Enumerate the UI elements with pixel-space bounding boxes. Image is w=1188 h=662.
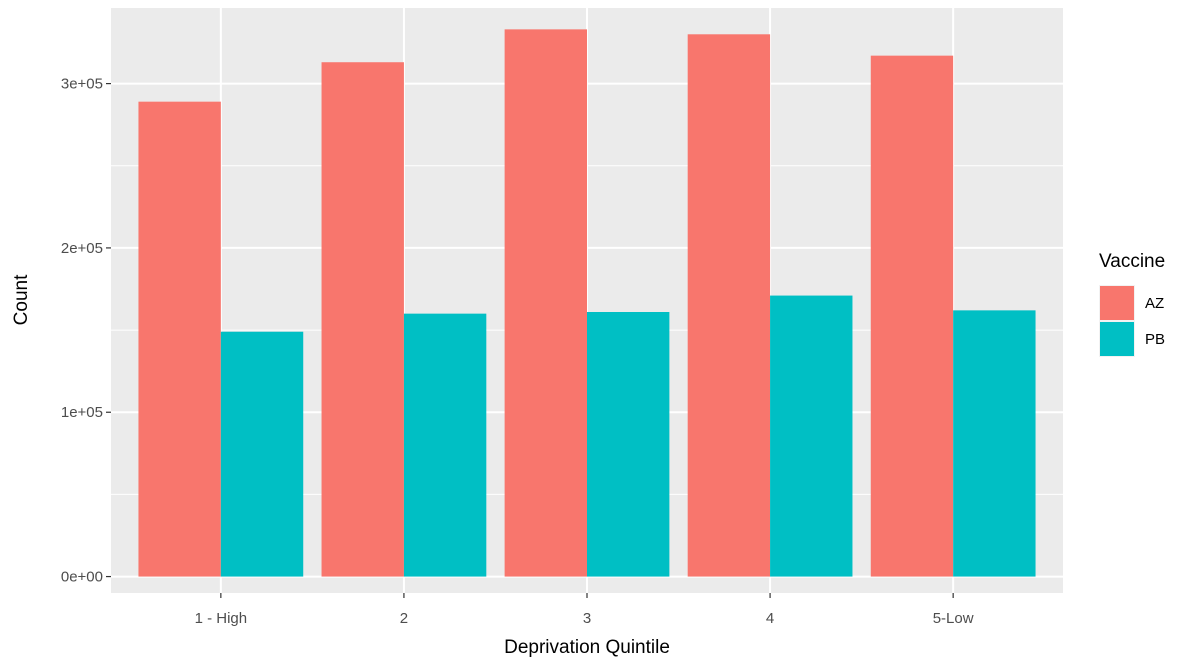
bar-pb [587, 312, 670, 577]
bar-pb [770, 295, 853, 577]
bars [138, 29, 1036, 577]
legend-swatch-az [1100, 286, 1134, 320]
y-axis: 0e+00 1e+05 2e+05 3e+05 [61, 76, 111, 586]
x-tick-label: 1 - High [195, 610, 248, 627]
x-tick-label: 3 [583, 610, 591, 627]
bar-az [870, 55, 954, 577]
y-tick-label: 2e+05 [61, 240, 103, 257]
y-tick-label: 0e+00 [61, 569, 103, 586]
y-tick-label: 1e+05 [61, 404, 103, 421]
x-axis: 1 - High 2 3 4 5-Low [195, 593, 974, 627]
x-tick-label: 4 [766, 610, 774, 627]
bar-az [321, 62, 404, 577]
legend-label-az: AZ [1145, 295, 1164, 312]
bar-pb [220, 331, 304, 577]
legend: Vaccine AZ PB [1099, 251, 1165, 357]
x-axis-title: Deprivation Quintile [504, 637, 670, 658]
x-tick-label: 5-Low [933, 610, 974, 627]
bar-pb [403, 313, 487, 577]
legend-label-pb: PB [1145, 331, 1165, 348]
y-axis-title: Count [11, 274, 32, 325]
bar-pb [953, 310, 1036, 577]
x-tick-label: 2 [400, 610, 408, 627]
bar-az [138, 101, 221, 577]
legend-title: Vaccine [1099, 251, 1165, 272]
y-tick-label: 3e+05 [61, 76, 103, 93]
bar-az [687, 34, 771, 577]
legend-swatch-pb [1100, 322, 1134, 356]
bar-az [504, 29, 587, 577]
